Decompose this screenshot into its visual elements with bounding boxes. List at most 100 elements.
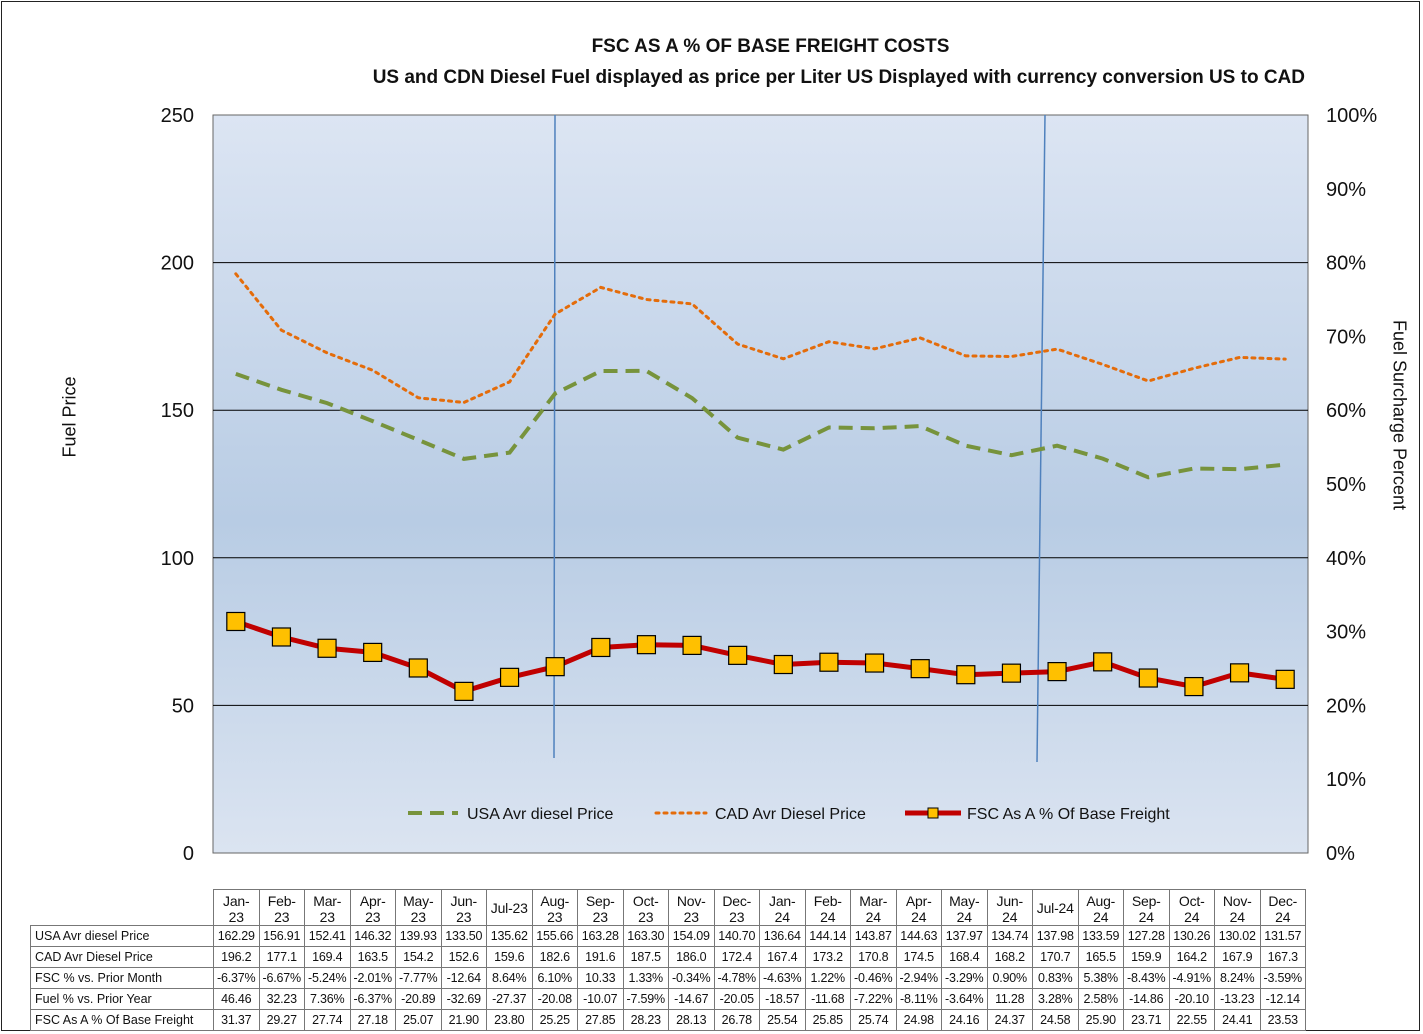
table-cell: 182.6: [531, 946, 578, 968]
fsc-marker: [545, 657, 565, 677]
table-cell: 25.25: [531, 1009, 578, 1031]
chart-title: FSC AS A % OF BASE FREIGHT COSTS: [591, 36, 950, 57]
table-cell: 155.66: [531, 925, 578, 947]
category-label: Dec- 23: [713, 889, 760, 926]
table-cell: 5.38%: [1077, 967, 1124, 989]
chart-subtitle: US and CDN Diesel Fuel displayed as pric…: [372, 67, 1305, 88]
table-cell: 133.50: [440, 925, 487, 947]
category-label: Aug- 23: [531, 889, 578, 926]
table-cell: -6.37%: [349, 988, 396, 1010]
table-cell: 191.6: [577, 946, 624, 968]
table-cell: -20.89: [395, 988, 442, 1010]
table-cell: 25.07: [395, 1009, 442, 1031]
table-cell: 10.33: [577, 967, 624, 989]
table-cell: 133.59: [1077, 925, 1124, 947]
table-cell: 170.8: [850, 946, 897, 968]
series-line-usa: [235, 368, 1286, 480]
table-cell: 154.09: [668, 925, 715, 947]
table-cell: -8.43%: [1123, 967, 1170, 989]
gridlines: [213, 262, 1308, 706]
table-cell: 23.80: [486, 1009, 533, 1031]
table-cell: 130.02: [1214, 925, 1261, 947]
fsc-marker: [682, 635, 702, 656]
category-label: Jul-23: [486, 889, 533, 926]
right-tick-label: 0%: [1326, 843, 1355, 865]
table-cell: -6.67%: [258, 967, 305, 989]
table-cell: 164.2: [1168, 946, 1215, 968]
table-cell: 25.74: [850, 1009, 897, 1031]
table-row-label: Fuel % vs. Prior Year: [30, 988, 214, 1010]
right-tick-label: 40%: [1326, 548, 1366, 570]
table-cell: 146.32: [349, 925, 396, 947]
right-tick-label: 60%: [1326, 400, 1366, 422]
table-cell: 6.10%: [531, 967, 578, 989]
table-cell: -32.69: [440, 988, 487, 1010]
category-label: Jan- 23: [213, 889, 260, 926]
table-cell: -7.22%: [850, 988, 897, 1010]
table-cell: 168.2: [986, 946, 1033, 968]
fsc-marker: [454, 681, 474, 701]
fsc-marker: [271, 627, 292, 647]
table-cell: 152.6: [440, 946, 487, 968]
category-label: Sep- 24: [1123, 889, 1170, 926]
table-cell: 130.26: [1168, 925, 1215, 947]
category-label: Feb- 23: [258, 889, 305, 926]
table-cell: 131.57: [1259, 925, 1306, 947]
table-corner: [30, 889, 214, 926]
table-cell: -12.14: [1259, 988, 1306, 1010]
table-cell: -0.46%: [850, 967, 897, 989]
right-tick-label: 100%: [1326, 105, 1377, 127]
table-cell: 167.3: [1259, 946, 1306, 968]
table-cell: 162.29: [213, 925, 260, 947]
table-row: CAD Avr Diesel Price 196.2 177.1 169.4 163.5…: [30, 946, 1306, 968]
table-cell: 174.5: [895, 946, 942, 968]
table-cell: -8.11%: [895, 988, 942, 1010]
right-tick-label: 30%: [1326, 622, 1366, 644]
right-tick-label: 50%: [1326, 474, 1366, 496]
table-cell: -13.23: [1214, 988, 1261, 1010]
fsc-marker: [1093, 652, 1113, 672]
series-layer: [226, 272, 1295, 701]
table-cell: -3.59%: [1259, 967, 1306, 989]
category-label: Dec- 24: [1259, 889, 1306, 926]
left-tick-label: 200: [161, 253, 194, 275]
table-cell: -0.34%: [668, 967, 715, 989]
right-axis-ticks: 0% 10% 20% 30% 40% 50% 60% 70% 80% 90% 100%: [1326, 105, 1377, 865]
table-cell: -2.01%: [349, 967, 396, 989]
category-label: Mar- 23: [304, 889, 351, 926]
table-cell: 163.30: [622, 925, 669, 947]
year-dividers: [553, 114, 1046, 763]
table-cell: 25.90: [1077, 1009, 1124, 1031]
table-cell: -18.57: [759, 988, 806, 1010]
divider-line: [553, 114, 556, 759]
table-cell: 24.41: [1214, 1009, 1261, 1031]
category-label: Nov- 23: [668, 889, 715, 926]
legend-label: CAD Avr Diesel Price: [715, 806, 866, 823]
table-cell: 24.98: [895, 1009, 942, 1031]
table-cell: -4.78%: [713, 967, 760, 989]
fsc-marker: [1047, 661, 1067, 682]
table-cell: 11.28: [986, 988, 1033, 1010]
table-cell: -11.68: [804, 988, 851, 1010]
table-cell: -3.64%: [941, 988, 988, 1010]
table-cell: 27.18: [349, 1009, 396, 1031]
fsc-marker: [1138, 668, 1158, 688]
table-cell: -7.59%: [622, 988, 669, 1010]
table-cell: 165.5: [1077, 946, 1124, 968]
table-cell: 156.91: [258, 925, 305, 947]
table-cell: 137.98: [1032, 925, 1079, 947]
right-tick-label: 20%: [1326, 695, 1366, 717]
category-label: Jun- 23: [440, 889, 487, 926]
category-label: Oct- 24: [1168, 889, 1215, 926]
table-cell: 27.85: [577, 1009, 624, 1031]
table-cell: 22.55: [1168, 1009, 1215, 1031]
fsc-marker: [499, 667, 520, 687]
table-cell: -6.37%: [213, 967, 260, 989]
table-header-row: Jan- 23 Feb- 23 Mar- 23 Apr- 23 May- 23 Jun- 23 Jul-…: [30, 889, 1306, 926]
table-cell: 134.74: [986, 925, 1033, 947]
table-cell: -20.10: [1168, 988, 1215, 1010]
fuel-price-chart: 0 50 100 150 200 250 0% 10% 20% 30% 40% 50% 60% 70% 8…: [161, 105, 1378, 865]
table-cell: 173.2: [804, 946, 851, 968]
table-cell: 163.28: [577, 925, 624, 947]
right-tick-label: 90%: [1326, 179, 1366, 201]
